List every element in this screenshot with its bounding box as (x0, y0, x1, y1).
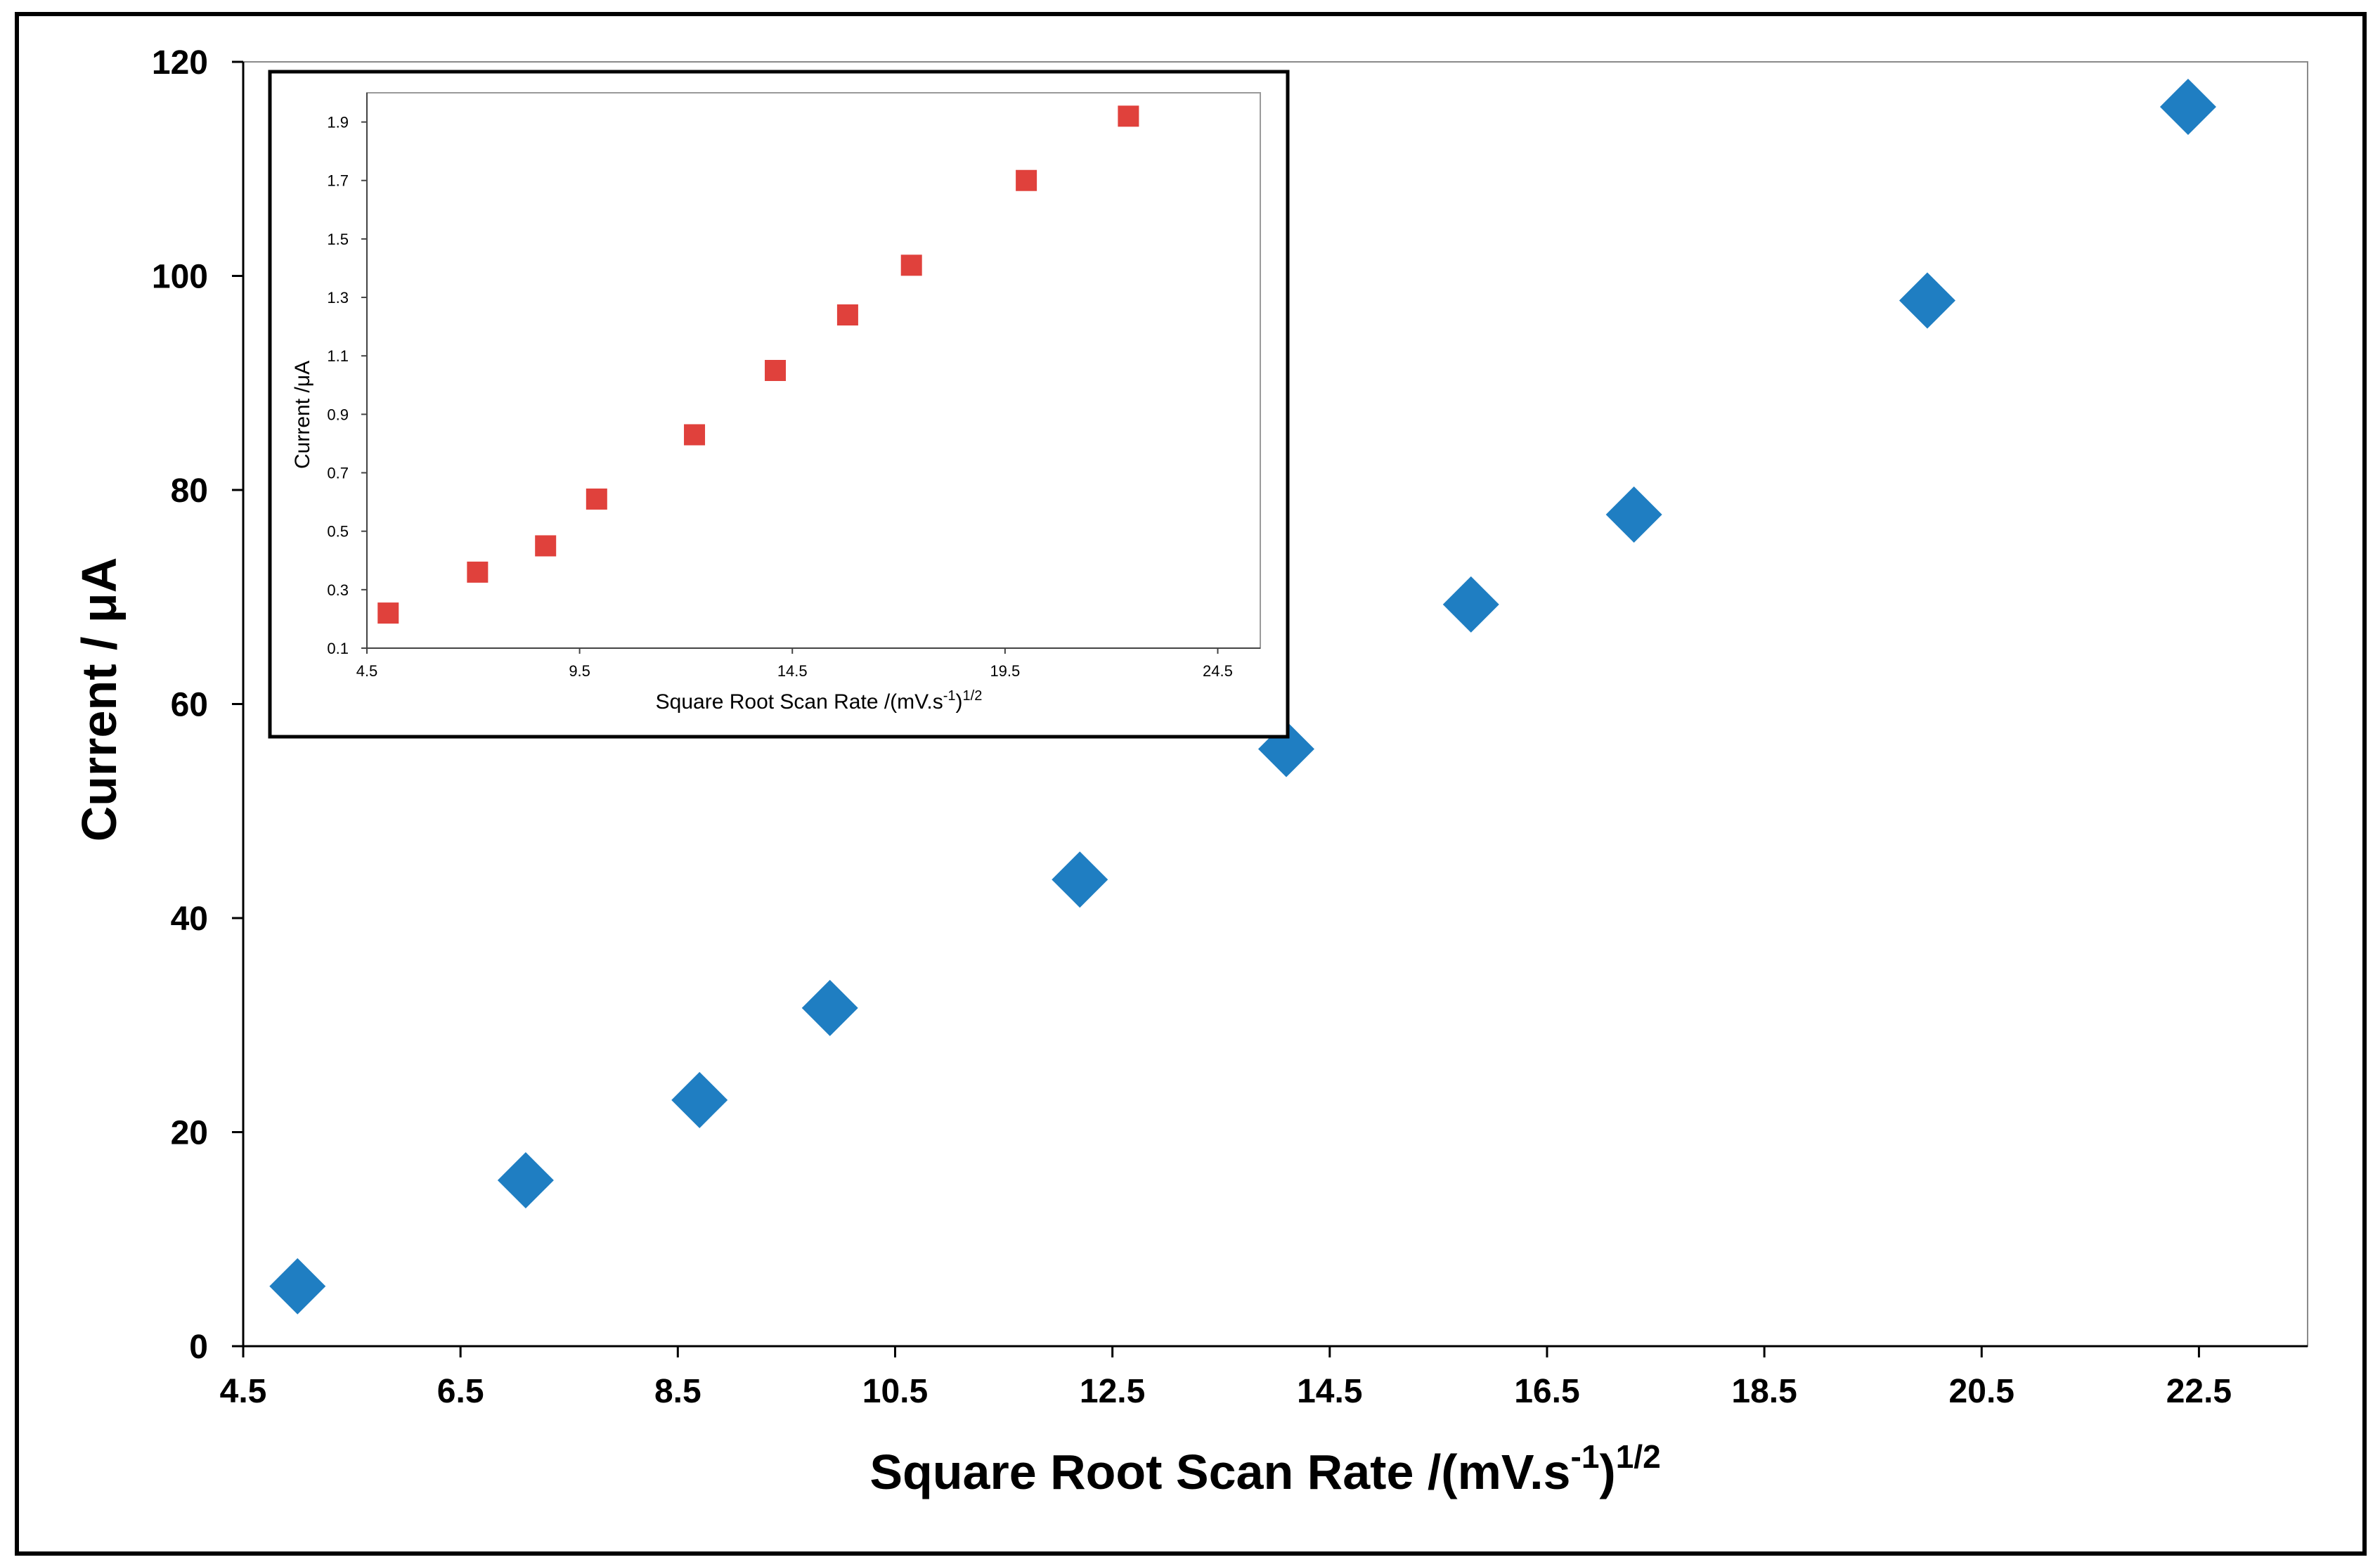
inset-y-tick-label: 1.5 (327, 231, 349, 248)
inset-data-point-square (1016, 169, 1037, 191)
main-y-tick-label: 20 (171, 1115, 208, 1152)
inset-y-tick-label: 0.3 (327, 581, 349, 599)
inset-y-tick-label: 1.7 (327, 172, 349, 190)
main-x-tick-label: 16.5 (1514, 1373, 1579, 1410)
data-point-diamond (269, 1258, 326, 1315)
main-y-tick-label: 80 (171, 472, 208, 510)
main-y-tick-label: 40 (171, 901, 208, 938)
inset-y-tick-label: 0.5 (327, 523, 349, 541)
inset-axes: 0.1 0.3 0.5 0.7 0.9 1.1 1.3 1.5 1.7 1.9 4.5 9.5 14.5… (327, 92, 1261, 680)
data-point-diamond (801, 979, 858, 1036)
inset-y-tick-label: 0.1 (327, 640, 349, 657)
main-x-tick-label: 8.5 (654, 1373, 701, 1410)
inset-data-point-square (377, 602, 399, 624)
inset-data-point-square (836, 304, 858, 325)
inset-x-tick-label: 4.5 (356, 662, 378, 680)
data-point-diamond (671, 1071, 728, 1128)
data-point-diamond (1605, 486, 1662, 543)
inset-frame (268, 70, 1290, 739)
inset-x-axis-title: Square Root Scan Rate /(mV.s-1)1/2 (656, 688, 983, 714)
inset-data-point-square (900, 254, 922, 276)
inset-y-tick-label: 0.7 (327, 465, 349, 482)
data-point-diamond (1442, 576, 1499, 633)
main-axes: 0 20 40 60 80 100 120 4.5 6.5 8.5 10.5 12.5 14.5 16.5… (152, 44, 2308, 1410)
inset-x-tick-label: 19.5 (990, 662, 1020, 680)
main-marks (269, 78, 2216, 1315)
inset-data-point-square (684, 424, 706, 446)
main-y-tick-label: 0 (189, 1329, 208, 1366)
inset-data-point-square (467, 561, 489, 583)
data-point-diamond (1052, 851, 1108, 908)
inset-y-tick-label: 0.9 (327, 406, 349, 423)
main-chart: 0 20 40 60 80 100 120 4.5 6.5 8.5 10.5 12.5 14.5 16.5… (72, 44, 2308, 1499)
data-point-diamond (1899, 272, 1955, 329)
inset-data-point-square (535, 535, 557, 557)
main-x-tick-label: 18.5 (1731, 1373, 1797, 1410)
main-x-axis-title: Square Root Scan Rate /(mV.s-1)1/2 (869, 1438, 1660, 1499)
inset-y-tick-label: 1.1 (327, 347, 349, 365)
main-x-tick-label: 20.5 (1949, 1373, 2014, 1410)
inset-x-tick-label: 9.5 (569, 662, 590, 680)
inset-y-tick-label: 1.3 (327, 289, 349, 306)
main-x-tick-label: 12.5 (1080, 1373, 1145, 1410)
main-x-tick-label: 22.5 (2166, 1373, 2232, 1410)
inset-chart: 0.1 0.3 0.5 0.7 0.9 1.1 1.3 1.5 1.7 1.9 4.5 9.5 14.5… (268, 70, 1290, 739)
main-y-tick-label: 120 (152, 44, 208, 82)
main-y-axis-title: Current / μA (72, 557, 127, 842)
inset-x-tick-label: 14.5 (777, 662, 808, 680)
main-x-tick-label: 14.5 (1297, 1373, 1362, 1410)
inset-data-point-square (586, 488, 607, 510)
inset-y-axis-title: Current /μA (291, 361, 314, 469)
main-x-tick-label: 10.5 (862, 1373, 928, 1410)
main-x-tick-label: 6.5 (437, 1373, 484, 1410)
inset-data-point-square (765, 360, 787, 381)
inset-x-tick-label: 24.5 (1203, 662, 1233, 680)
inset-data-point-square (1118, 105, 1139, 127)
inset-marks (377, 105, 1139, 624)
data-point-diamond (2159, 78, 2216, 135)
main-x-tick-label: 4.5 (220, 1373, 267, 1410)
data-point-diamond (497, 1152, 554, 1209)
main-y-tick-label: 60 (171, 687, 208, 724)
inset-y-tick-label: 1.9 (327, 114, 349, 131)
main-y-tick-label: 100 (152, 259, 208, 296)
